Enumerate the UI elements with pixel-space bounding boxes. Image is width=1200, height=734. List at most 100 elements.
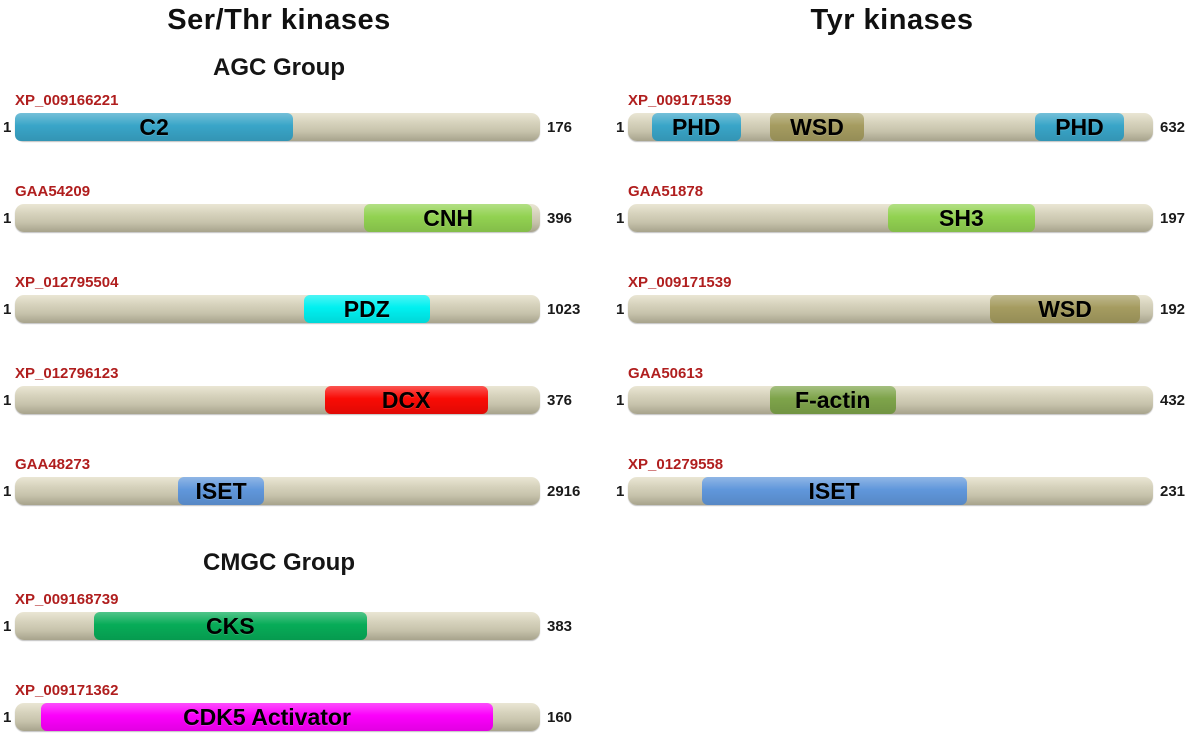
end-position: 632	[1160, 118, 1186, 136]
accession-label: GAA48273	[15, 456, 91, 473]
protein-bar: CNH	[15, 204, 540, 232]
protein-bar-line: 1 ISET 231	[616, 477, 1200, 505]
start-position: 1	[616, 300, 625, 318]
start-position: 1	[3, 708, 12, 726]
domain-pill: DCX	[324, 386, 488, 414]
domain-label: C2	[139, 113, 169, 140]
start-position: 1	[616, 482, 625, 500]
domain-label: PDZ	[343, 295, 390, 322]
protein-row: GAA51878 1 SH3 197	[616, 182, 1200, 232]
protein-bar: CKS	[15, 612, 540, 640]
start-position: 1	[3, 482, 12, 500]
protein-bar-line: 1 DCX 376	[3, 386, 587, 414]
protein-bar: ISET	[628, 477, 1153, 505]
end-position: 160	[547, 708, 573, 726]
protein-bar: ISET	[15, 477, 540, 505]
protein-bar-line: 1 WSD 192	[616, 295, 1200, 323]
column-title-tyr: Tyr kinases	[810, 4, 974, 36]
start-position: 1	[3, 617, 12, 635]
domain-label: CNH	[423, 204, 474, 231]
protein-bar-line: 1 CNH 396	[3, 204, 587, 232]
column-tyr-kinases: Tyr kinases XP_009171539 1 PHD WSD PHD	[616, 0, 1200, 505]
domain-pill: WSD	[990, 295, 1140, 323]
protein-bar: DCX	[15, 386, 540, 414]
start-position: 1	[616, 118, 625, 136]
protein-bar-line: 1 PHD WSD PHD 632	[616, 113, 1200, 141]
protein-bar-line: 1 ISET 2916	[3, 477, 587, 505]
protein-row: GAA48273 1 ISET 2916	[3, 455, 587, 505]
protein-row: XP_009168739 1 CKS 383	[3, 590, 587, 640]
domain-label: ISET	[195, 477, 247, 504]
domain-label: CDK5 Activator	[183, 703, 351, 730]
end-position: 432	[1160, 391, 1186, 409]
protein-row: XP_01279558 1 ISET 231	[616, 455, 1200, 505]
domain-pill: SH3	[887, 204, 1035, 232]
domain-label: DCX	[381, 386, 431, 413]
protein-bar: C2	[15, 113, 540, 141]
protein-row: XP_009171539 1 PHD WSD PHD 632	[616, 91, 1200, 141]
start-position: 1	[616, 209, 625, 227]
start-position: 1	[3, 209, 12, 227]
protein-row: XP_009166221 1 C2 176	[3, 91, 587, 141]
protein-bar-line: 1 SH3 197	[616, 204, 1200, 232]
domain-label: F-actin	[795, 386, 871, 413]
domain-pill: CKS	[93, 612, 367, 640]
accession-label: GAA50613	[628, 365, 704, 382]
domain-pill: CDK5 Activator	[41, 703, 493, 731]
accession-label: XP_009171539	[628, 92, 732, 109]
end-position: 231	[1160, 482, 1186, 500]
accession-label: XP_009171362	[15, 682, 119, 699]
start-position: 1	[3, 118, 12, 136]
protein-row: XP_009171539 1 WSD 192	[616, 273, 1200, 323]
protein-bar-line: 1 CDK5 Activator 160	[3, 703, 587, 731]
domain-pill: PHD	[1034, 113, 1125, 141]
protein-row: XP_012796123 1 DCX 376	[3, 364, 587, 414]
domain-pill: C2	[15, 113, 294, 141]
protein-bar: CDK5 Activator	[15, 703, 540, 731]
domain-pill: PDZ	[303, 295, 430, 323]
domain-pill: CNH	[364, 204, 533, 232]
end-position: 176	[547, 118, 573, 136]
protein-bar: SH3	[628, 204, 1153, 232]
domain-pill: ISET	[701, 477, 967, 505]
domain-label: SH3	[939, 204, 984, 231]
accession-label: GAA51878	[628, 183, 704, 200]
protein-row: XP_012795504 1 PDZ 1023	[3, 273, 587, 323]
end-position: 1023	[547, 300, 581, 318]
accession-label: XP_009168739	[15, 591, 119, 608]
protein-row: GAA50613 1 F-actin 432	[616, 364, 1200, 414]
start-position: 1	[616, 391, 625, 409]
group-heading-cmgc: CMGC Group	[203, 549, 355, 576]
domain-label: ISET	[808, 477, 860, 504]
domain-pill: PHD	[651, 113, 741, 141]
end-position: 192	[1160, 300, 1186, 318]
protein-bar: WSD	[628, 295, 1153, 323]
domain-pill: ISET	[177, 477, 265, 505]
group-heading-tyr-spacer	[628, 53, 1156, 83]
protein-row: GAA54209 1 CNH 396	[3, 182, 587, 232]
column-title-ser-thr: Ser/Thr kinases	[167, 4, 391, 36]
protein-bar: PHD WSD PHD	[628, 113, 1153, 141]
column-ser-thr-kinases: Ser/Thr kinases AGC Group XP_009166221 1…	[3, 0, 587, 731]
domain-label: PHD	[671, 113, 721, 140]
accession-label: XP_01279558	[628, 456, 724, 473]
protein-bar: PDZ	[15, 295, 540, 323]
end-position: 383	[547, 617, 573, 635]
protein-bar-line: 1 CKS 383	[3, 612, 587, 640]
domain-pill: F-actin	[769, 386, 896, 414]
group-heading-agc: AGC Group	[213, 54, 345, 81]
accession-label: GAA54209	[15, 183, 91, 200]
start-position: 1	[3, 300, 12, 318]
accession-label: XP_012796123	[15, 365, 119, 382]
domain-label: PHD	[1055, 113, 1104, 140]
domain-label: WSD	[1038, 295, 1092, 322]
accession-label: XP_009166221	[15, 92, 119, 109]
domain-label: CKS	[205, 612, 255, 639]
accession-label: XP_009171539	[628, 274, 732, 291]
protein-bar-line: 1 C2 176	[3, 113, 587, 141]
protein-row: XP_009171362 1 CDK5 Activator 160	[3, 681, 587, 731]
start-position: 1	[3, 391, 12, 409]
end-position: 396	[547, 209, 573, 227]
end-position: 376	[547, 391, 573, 409]
